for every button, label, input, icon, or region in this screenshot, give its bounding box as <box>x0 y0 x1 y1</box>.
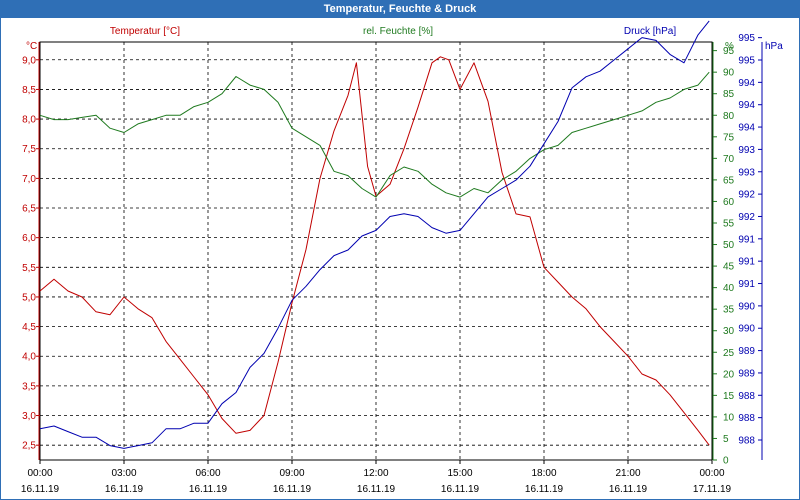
x-tick-date: 16.11.19 <box>189 484 228 495</box>
x-tick-time: 03:00 <box>111 468 136 479</box>
humidity-tick-label: 10 <box>723 412 735 423</box>
humidity-tick-label: 25 <box>723 348 735 359</box>
humidity-tick-label: 30 <box>723 326 735 337</box>
grid-lines <box>40 42 712 460</box>
axis-headers: °C Temperatur [°C] rel. Feuchte [%] % Dr… <box>26 26 783 52</box>
pressure-tick-label: 994 <box>738 100 755 111</box>
window-title: Temperatur, Feuchte & Druck <box>0 0 800 18</box>
pressure-tick-label: 992 <box>738 190 755 201</box>
humidity-tick-label: 15 <box>723 391 735 402</box>
humidity-tick-label: 75 <box>723 132 735 143</box>
x-tick-time: 18:00 <box>531 468 556 479</box>
humidity-tick-label: 5 <box>723 434 729 445</box>
temp-tick-label: 9,0 <box>22 55 36 66</box>
x-tick-date: 16.11.19 <box>273 484 312 495</box>
x-axis-ticks: 00:00 16.11.19 03:00 16.11.19 06:00 16.11.19 0… <box>21 460 732 495</box>
temp-tick-label: 7,0 <box>22 174 36 185</box>
temp-tick-label: 3,5 <box>22 381 36 392</box>
humidity-tick-label: 85 <box>723 89 735 100</box>
x-tick-date: 16.11.19 <box>357 484 396 495</box>
temp-tick-label: 8,5 <box>22 85 36 96</box>
pressure-tick-label: 995 <box>738 56 755 67</box>
humidity-tick-label: 65 <box>723 175 735 186</box>
temp-tick-label: 6,0 <box>22 233 36 244</box>
x-tick-time: 06:00 <box>195 468 220 479</box>
temp-tick-label: 6,5 <box>22 204 36 215</box>
temp-tick-label: 5,0 <box>22 292 36 303</box>
x-tick-time: 15:00 <box>447 468 472 479</box>
humidity-tick-label: 20 <box>723 369 735 380</box>
x-tick-date: 16.11.19 <box>21 484 60 495</box>
temp-tick-label: 2,5 <box>22 441 36 452</box>
humidity-unit-label: % <box>725 41 734 52</box>
humidity-line <box>39 71 710 198</box>
temp-axis-title: Temperatur [°C] <box>110 26 180 37</box>
temp-tick-label: 5,5 <box>22 263 36 274</box>
temp-axis-ticks: 2,5 3,0 3,5 4,0 4,5 5,0 5,5 6,0 6,5 7,0 7,5 8,0 8,5 9… <box>22 55 40 452</box>
temp-tick-label: 3,0 <box>22 411 36 422</box>
temp-tick-label: 7,5 <box>22 144 36 155</box>
temperature-line <box>39 56 710 446</box>
humidity-tick-label: 90 <box>723 68 735 79</box>
x-tick-date: 16.11.19 <box>609 484 648 495</box>
pressure-tick-label: 992 <box>738 212 755 223</box>
axes <box>38 41 763 461</box>
pressure-tick-label: 993 <box>738 167 755 178</box>
pressure-tick-label: 991 <box>738 234 755 245</box>
pressure-tick-label: 991 <box>738 257 755 268</box>
pressure-unit-label: hPa <box>765 41 783 52</box>
humidity-tick-label: 55 <box>723 218 735 229</box>
pressure-tick-label: 989 <box>738 368 755 379</box>
x-tick-date: 17.11.19 <box>693 484 732 495</box>
pressure-tick-label: 989 <box>738 346 755 357</box>
pressure-tick-label: 988 <box>738 436 755 447</box>
x-tick-date: 16.11.19 <box>441 484 480 495</box>
pressure-tick-label: 994 <box>738 78 755 89</box>
temp-unit-label: °C <box>26 41 37 52</box>
pressure-axis-title: Druck [hPa] <box>624 26 676 37</box>
pressure-tick-label: 995 <box>738 33 755 44</box>
pressure-tick-label: 991 <box>738 279 755 290</box>
humidity-tick-label: 95 <box>723 46 735 57</box>
humidity-tick-label: 0 <box>723 456 729 467</box>
humidity-tick-label: 60 <box>723 197 735 208</box>
humidity-tick-label: 80 <box>723 111 735 122</box>
humidity-tick-label: 70 <box>723 154 735 165</box>
temp-tick-label: 4,5 <box>22 322 36 333</box>
humidity-axis-ticks: 0 5 10 15 20 25 30 35 40 45 50 55 60 65 70 75 80 85 90 95 <box>713 46 735 467</box>
temp-tick-label: 4,0 <box>22 352 36 363</box>
humidity-tick-label: 35 <box>723 305 735 316</box>
temp-tick-label: 8,0 <box>22 115 36 126</box>
pressure-line <box>39 20 710 449</box>
humidity-axis-title: rel. Feuchte [%] <box>363 26 433 37</box>
pressure-tick-label: 990 <box>738 301 755 312</box>
pressure-axis-ticks: 988 988 988 989 989 990 990 991 991 991 992 992 993 9… <box>738 33 762 447</box>
pressure-tick-label: 994 <box>738 123 755 134</box>
x-tick-time: 12:00 <box>363 468 388 479</box>
humidity-tick-label: 50 <box>723 240 735 251</box>
pressure-tick-label: 988 <box>738 391 755 402</box>
x-tick-date: 16.11.19 <box>105 484 144 495</box>
x-tick-time: 09:00 <box>279 468 304 479</box>
pressure-tick-label: 988 <box>738 413 755 424</box>
x-tick-time: 00:00 <box>27 468 52 479</box>
pressure-tick-label: 993 <box>738 145 755 156</box>
x-tick-date: 16.11.19 <box>525 484 564 495</box>
pressure-tick-label: 990 <box>738 324 755 335</box>
series-lines <box>39 20 710 449</box>
humidity-tick-label: 45 <box>723 262 735 273</box>
x-tick-time: 00:00 <box>699 468 724 479</box>
humidity-tick-label: 40 <box>723 283 735 294</box>
x-tick-time: 21:00 <box>615 468 640 479</box>
